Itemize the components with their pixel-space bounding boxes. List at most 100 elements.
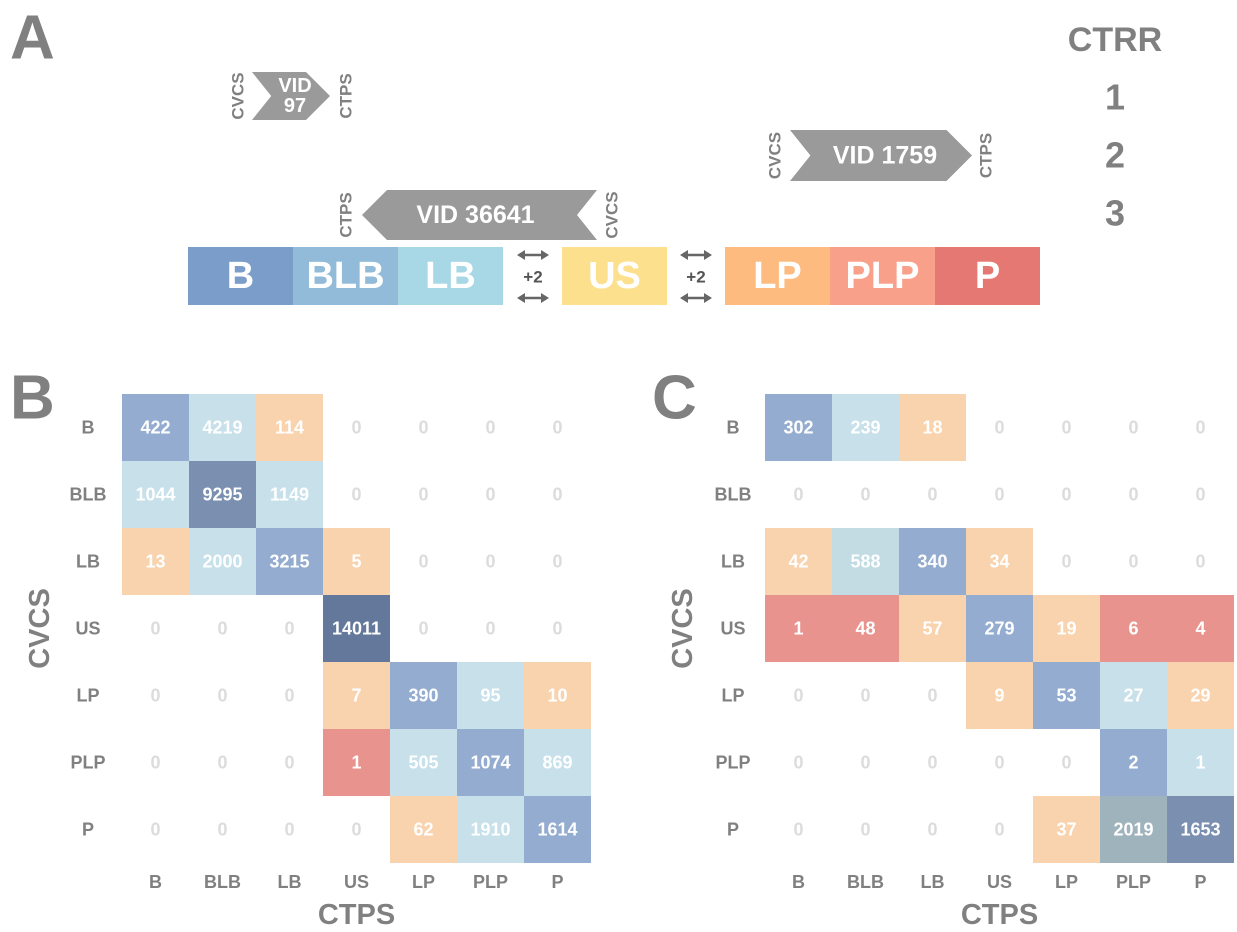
cell-value: 0 bbox=[284, 686, 294, 706]
cell-value: 7 bbox=[351, 686, 361, 706]
cell-value: 6 bbox=[1128, 619, 1138, 639]
y-tick-label: P bbox=[82, 820, 94, 840]
gap-label: +2 bbox=[686, 268, 705, 287]
cell bbox=[1033, 796, 1100, 863]
cell-value: 2 bbox=[1128, 753, 1138, 773]
segment bbox=[562, 247, 667, 305]
cell bbox=[765, 528, 832, 595]
cell-value: 4219 bbox=[202, 418, 242, 438]
cell-value: 0 bbox=[793, 485, 803, 505]
cell-value: 0 bbox=[1195, 552, 1205, 572]
cell bbox=[524, 796, 591, 863]
strand-label: CTPS bbox=[337, 192, 356, 237]
cell-value: 0 bbox=[217, 820, 227, 840]
cell-value: 0 bbox=[217, 686, 227, 706]
cell-value: 0 bbox=[418, 418, 428, 438]
cell-value: 0 bbox=[485, 485, 495, 505]
x-tick-label: PLP bbox=[473, 872, 508, 892]
arrow-label: VID bbox=[278, 75, 311, 97]
cell bbox=[832, 595, 899, 662]
cell-value: 0 bbox=[284, 619, 294, 639]
cell-value: 0 bbox=[994, 753, 1004, 773]
arrow bbox=[362, 190, 597, 240]
legend-item: 2 bbox=[1105, 135, 1125, 176]
cell bbox=[832, 528, 899, 595]
cell-value: 57 bbox=[922, 619, 942, 639]
cell-value: 0 bbox=[418, 552, 428, 572]
y-tick-label: B bbox=[82, 418, 95, 438]
cell-value: 62 bbox=[413, 820, 433, 840]
cell-value: 239 bbox=[850, 418, 880, 438]
cell-value: 13 bbox=[145, 552, 165, 572]
cell-value: 0 bbox=[217, 753, 227, 773]
cell-value: 1 bbox=[1195, 753, 1205, 773]
cell-value: 2000 bbox=[202, 552, 242, 572]
arrow-head bbox=[680, 293, 688, 303]
cell-value: 2019 bbox=[1113, 820, 1153, 840]
x-tick-label: B bbox=[792, 872, 805, 892]
cell bbox=[524, 729, 591, 796]
arrow-label: VID 1759 bbox=[833, 142, 937, 170]
cell bbox=[1100, 662, 1167, 729]
cell-value: 0 bbox=[418, 619, 428, 639]
cell-value: 0 bbox=[994, 820, 1004, 840]
cell-value: 1074 bbox=[470, 753, 510, 773]
x-tick-label: P bbox=[551, 872, 563, 892]
cell bbox=[390, 662, 457, 729]
cell-value: 0 bbox=[552, 418, 562, 438]
cell bbox=[457, 796, 524, 863]
cell-value: 0 bbox=[1061, 753, 1071, 773]
cell-value: 0 bbox=[485, 418, 495, 438]
cell-value: 505 bbox=[408, 753, 438, 773]
cell bbox=[189, 394, 256, 461]
cell bbox=[765, 394, 832, 461]
cell bbox=[966, 662, 1033, 729]
arrow-head bbox=[517, 293, 525, 303]
cell-value: 0 bbox=[150, 820, 160, 840]
cell-value: 0 bbox=[1195, 418, 1205, 438]
cell bbox=[765, 595, 832, 662]
x-tick-label: US bbox=[344, 872, 369, 892]
segment-label: B bbox=[227, 255, 254, 297]
cell bbox=[256, 461, 323, 528]
arrow-head bbox=[704, 293, 712, 303]
cell bbox=[122, 461, 189, 528]
cell bbox=[189, 528, 256, 595]
segment bbox=[725, 247, 830, 305]
segment-label: LB bbox=[425, 255, 476, 297]
cell-value: 1910 bbox=[470, 820, 510, 840]
y-tick-label: PLP bbox=[70, 753, 105, 773]
x-tick-label: PLP bbox=[1116, 872, 1151, 892]
cell-value: 37 bbox=[1056, 820, 1076, 840]
cell-value: 869 bbox=[542, 753, 572, 773]
cell-value: 18 bbox=[922, 418, 942, 438]
cell-value: 0 bbox=[150, 686, 160, 706]
x-axis-label: CTPS bbox=[961, 899, 1038, 931]
cell-value: 0 bbox=[927, 753, 937, 773]
cell-value: 0 bbox=[1128, 418, 1138, 438]
y-tick-label: US bbox=[720, 619, 745, 639]
cell bbox=[899, 595, 966, 662]
cell bbox=[256, 394, 323, 461]
cell bbox=[1033, 595, 1100, 662]
cell-value: 114 bbox=[275, 418, 304, 438]
cell-value: 5 bbox=[351, 552, 361, 572]
y-tick-label: US bbox=[75, 619, 100, 639]
segment bbox=[293, 247, 398, 305]
cell bbox=[1033, 662, 1100, 729]
cell bbox=[1167, 729, 1234, 796]
cell-value: 0 bbox=[351, 820, 361, 840]
cell-value: 1653 bbox=[1180, 820, 1220, 840]
cell bbox=[390, 796, 457, 863]
y-tick-label: LP bbox=[76, 686, 99, 706]
cell-value: 4 bbox=[1195, 619, 1205, 639]
cell-value: 0 bbox=[150, 753, 160, 773]
x-tick-label: P bbox=[1194, 872, 1206, 892]
arrow bbox=[790, 130, 972, 181]
x-tick-label: LP bbox=[1055, 872, 1078, 892]
segment-label: LP bbox=[753, 255, 802, 297]
panel-label: A bbox=[10, 4, 55, 73]
cell-value: 0 bbox=[1195, 485, 1205, 505]
cell bbox=[1100, 729, 1167, 796]
cell bbox=[189, 461, 256, 528]
